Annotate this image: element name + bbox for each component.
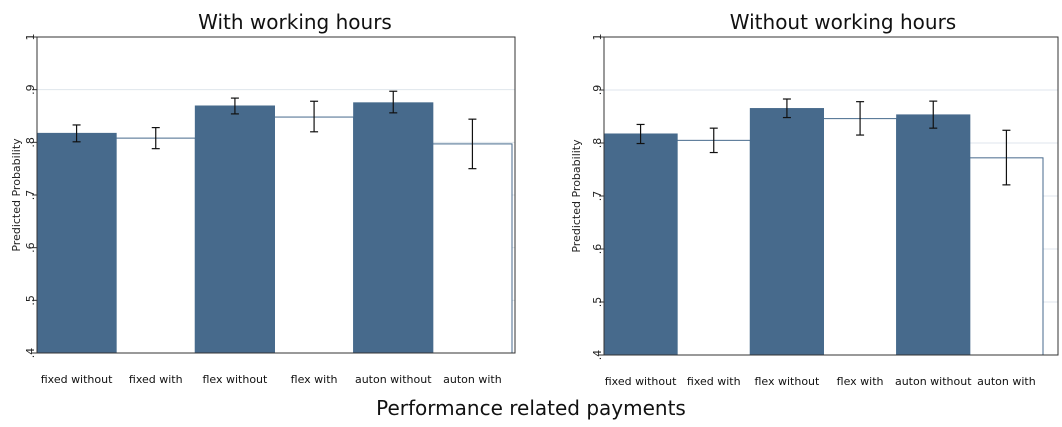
x-tick-label: flex with [837,375,884,388]
bar-3 [749,108,824,356]
bar-2 [115,137,196,354]
chart-panel-1: With working hours .4 .5 .6 .7 .8 .9 1 Predicted… [10,10,516,386]
x-tick-label: auton with [443,373,502,386]
y-tick-label: .4 [591,350,604,361]
y-axis-label: Predicted Probability [10,138,23,252]
y-tick-label: .5 [24,295,37,306]
x-tick-label: fixed without [41,373,113,386]
chart-panel-2: Without working hours .4 .5 .6 .7 .8 .9 1 Predic… [570,10,1059,388]
bar-6 [969,157,1044,356]
plot-frame [603,36,1059,356]
x-tick-label: flex without [754,375,820,388]
x-tick-label: auton without [895,375,972,388]
x-tick-label: auton with [977,375,1036,388]
y-tick-label: 1 [591,34,604,41]
x-tick-label: fixed with [129,373,183,386]
bar-4 [823,118,898,356]
y-tick-label: .4 [24,348,37,359]
x-tick-label: fixed without [605,375,677,388]
x-tick-label: flex with [291,373,338,386]
shared-x-axis-label: Performance related payments [376,396,686,420]
bar-1 [603,133,678,356]
y-tick-label: .7 [24,190,37,201]
y-tick-label: .6 [591,244,604,255]
plot-frame [36,36,516,354]
bar-3 [194,105,275,354]
y-tick-label: .9 [24,84,37,95]
bar-1 [36,132,117,354]
x-tick-label: auton without [355,373,432,386]
chart-title: With working hours [198,10,392,34]
y-axis-label: Predicted Probability [570,139,583,253]
bar-6 [432,143,513,354]
y-tick-label: .6 [24,242,37,253]
y-tick-label: .8 [591,138,604,149]
y-tick-label: .9 [591,85,604,96]
y-tick-label: .8 [24,137,37,148]
y-tick-label: 1 [24,34,37,41]
chart-title: Without working hours [730,10,956,34]
bar-5 [896,114,971,356]
x-tick-label: flex without [202,373,268,386]
bar-2 [676,139,751,356]
bar-4 [274,116,355,354]
y-tick-label: .5 [591,297,604,308]
y-tick-label: .7 [591,191,604,202]
x-tick-label: fixed with [687,375,741,388]
bar-5 [353,102,434,354]
